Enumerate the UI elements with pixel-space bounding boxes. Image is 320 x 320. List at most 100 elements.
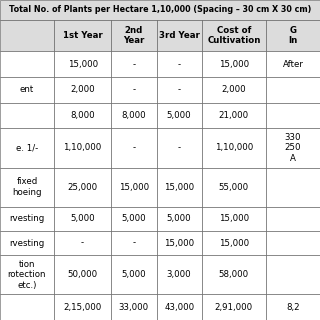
Text: 8,000: 8,000 (70, 111, 95, 120)
Bar (202, 20, 266, 51)
Bar (156, 51, 202, 77)
Bar (156, 294, 202, 320)
Bar (156, 103, 202, 128)
Text: G
In: G In (288, 26, 298, 45)
Text: 15,000: 15,000 (164, 183, 194, 192)
Text: 1,10,000: 1,10,000 (215, 143, 253, 152)
Bar (266, 294, 320, 320)
Text: 3rd Year: 3rd Year (159, 31, 200, 40)
Bar (156, 20, 202, 51)
Bar (111, 20, 156, 51)
Text: 2,15,000: 2,15,000 (63, 303, 102, 312)
Text: -: - (178, 60, 181, 69)
Bar (54, 207, 111, 231)
Text: 330
250
A: 330 250 A (285, 133, 301, 163)
Text: 15,000: 15,000 (119, 183, 149, 192)
Text: 58,000: 58,000 (219, 270, 249, 279)
Bar (202, 231, 266, 255)
Bar (0, 103, 54, 128)
Text: 15,000: 15,000 (164, 238, 194, 247)
Bar (0, 207, 54, 231)
Bar (54, 77, 111, 103)
Text: rvesting: rvesting (9, 214, 44, 223)
Bar (266, 128, 320, 168)
Bar (54, 294, 111, 320)
Text: -: - (132, 143, 135, 152)
Text: 5,000: 5,000 (167, 214, 191, 223)
Bar (54, 231, 111, 255)
Bar (0, 294, 54, 320)
Text: Total No. of Plants per Hectare 1,10,000 (Spacing – 30 cm X 30 cm): Total No. of Plants per Hectare 1,10,000… (9, 5, 311, 14)
Bar (111, 255, 156, 294)
Text: 8,000: 8,000 (122, 111, 146, 120)
Bar (156, 77, 202, 103)
Bar (202, 168, 266, 207)
Bar (0, 51, 54, 77)
Text: 1,10,000: 1,10,000 (63, 143, 102, 152)
Text: 3,000: 3,000 (167, 270, 191, 279)
Bar (111, 103, 156, 128)
Bar (0, 128, 54, 168)
Text: -: - (132, 60, 135, 69)
Bar (111, 128, 156, 168)
Bar (0, 20, 54, 51)
Text: 2nd
Year: 2nd Year (123, 26, 145, 45)
Bar (266, 51, 320, 77)
Bar (0, 231, 54, 255)
Bar (0, 0, 320, 20)
Text: Cost of
Cultivation: Cost of Cultivation (207, 26, 260, 45)
Bar (54, 255, 111, 294)
Text: 5,000: 5,000 (70, 214, 95, 223)
Text: 8,2: 8,2 (286, 303, 300, 312)
Text: 2,91,000: 2,91,000 (215, 303, 253, 312)
Text: 21,000: 21,000 (219, 111, 249, 120)
Text: 15,000: 15,000 (68, 60, 98, 69)
Text: 15,000: 15,000 (219, 60, 249, 69)
Text: 5,000: 5,000 (122, 270, 146, 279)
Bar (202, 294, 266, 320)
Bar (54, 103, 111, 128)
Text: rvesting: rvesting (9, 238, 44, 247)
Text: 2,000: 2,000 (222, 85, 246, 94)
Text: -: - (81, 238, 84, 247)
Bar (266, 77, 320, 103)
Text: 15,000: 15,000 (219, 238, 249, 247)
Bar (111, 168, 156, 207)
Text: 33,000: 33,000 (119, 303, 149, 312)
Bar (54, 51, 111, 77)
Bar (156, 128, 202, 168)
Text: 55,000: 55,000 (219, 183, 249, 192)
Bar (202, 103, 266, 128)
Text: 43,000: 43,000 (164, 303, 194, 312)
Text: ent: ent (20, 85, 34, 94)
Bar (111, 231, 156, 255)
Bar (156, 168, 202, 207)
Bar (54, 128, 111, 168)
Text: 15,000: 15,000 (219, 214, 249, 223)
Text: -: - (132, 238, 135, 247)
Text: e. 1/-: e. 1/- (16, 143, 38, 152)
Bar (0, 168, 54, 207)
Bar (156, 231, 202, 255)
Bar (266, 20, 320, 51)
Bar (202, 51, 266, 77)
Text: 5,000: 5,000 (122, 214, 146, 223)
Bar (54, 20, 111, 51)
Text: 5,000: 5,000 (167, 111, 191, 120)
Bar (202, 255, 266, 294)
Text: -: - (132, 85, 135, 94)
Bar (0, 77, 54, 103)
Text: -: - (178, 85, 181, 94)
Text: -: - (178, 143, 181, 152)
Text: 50,000: 50,000 (68, 270, 98, 279)
Bar (266, 168, 320, 207)
Bar (156, 207, 202, 231)
Bar (0, 255, 54, 294)
Text: 2,000: 2,000 (70, 85, 95, 94)
Bar (54, 168, 111, 207)
Bar (111, 294, 156, 320)
Bar (111, 77, 156, 103)
Bar (202, 207, 266, 231)
Text: After: After (283, 60, 303, 69)
Bar (111, 51, 156, 77)
